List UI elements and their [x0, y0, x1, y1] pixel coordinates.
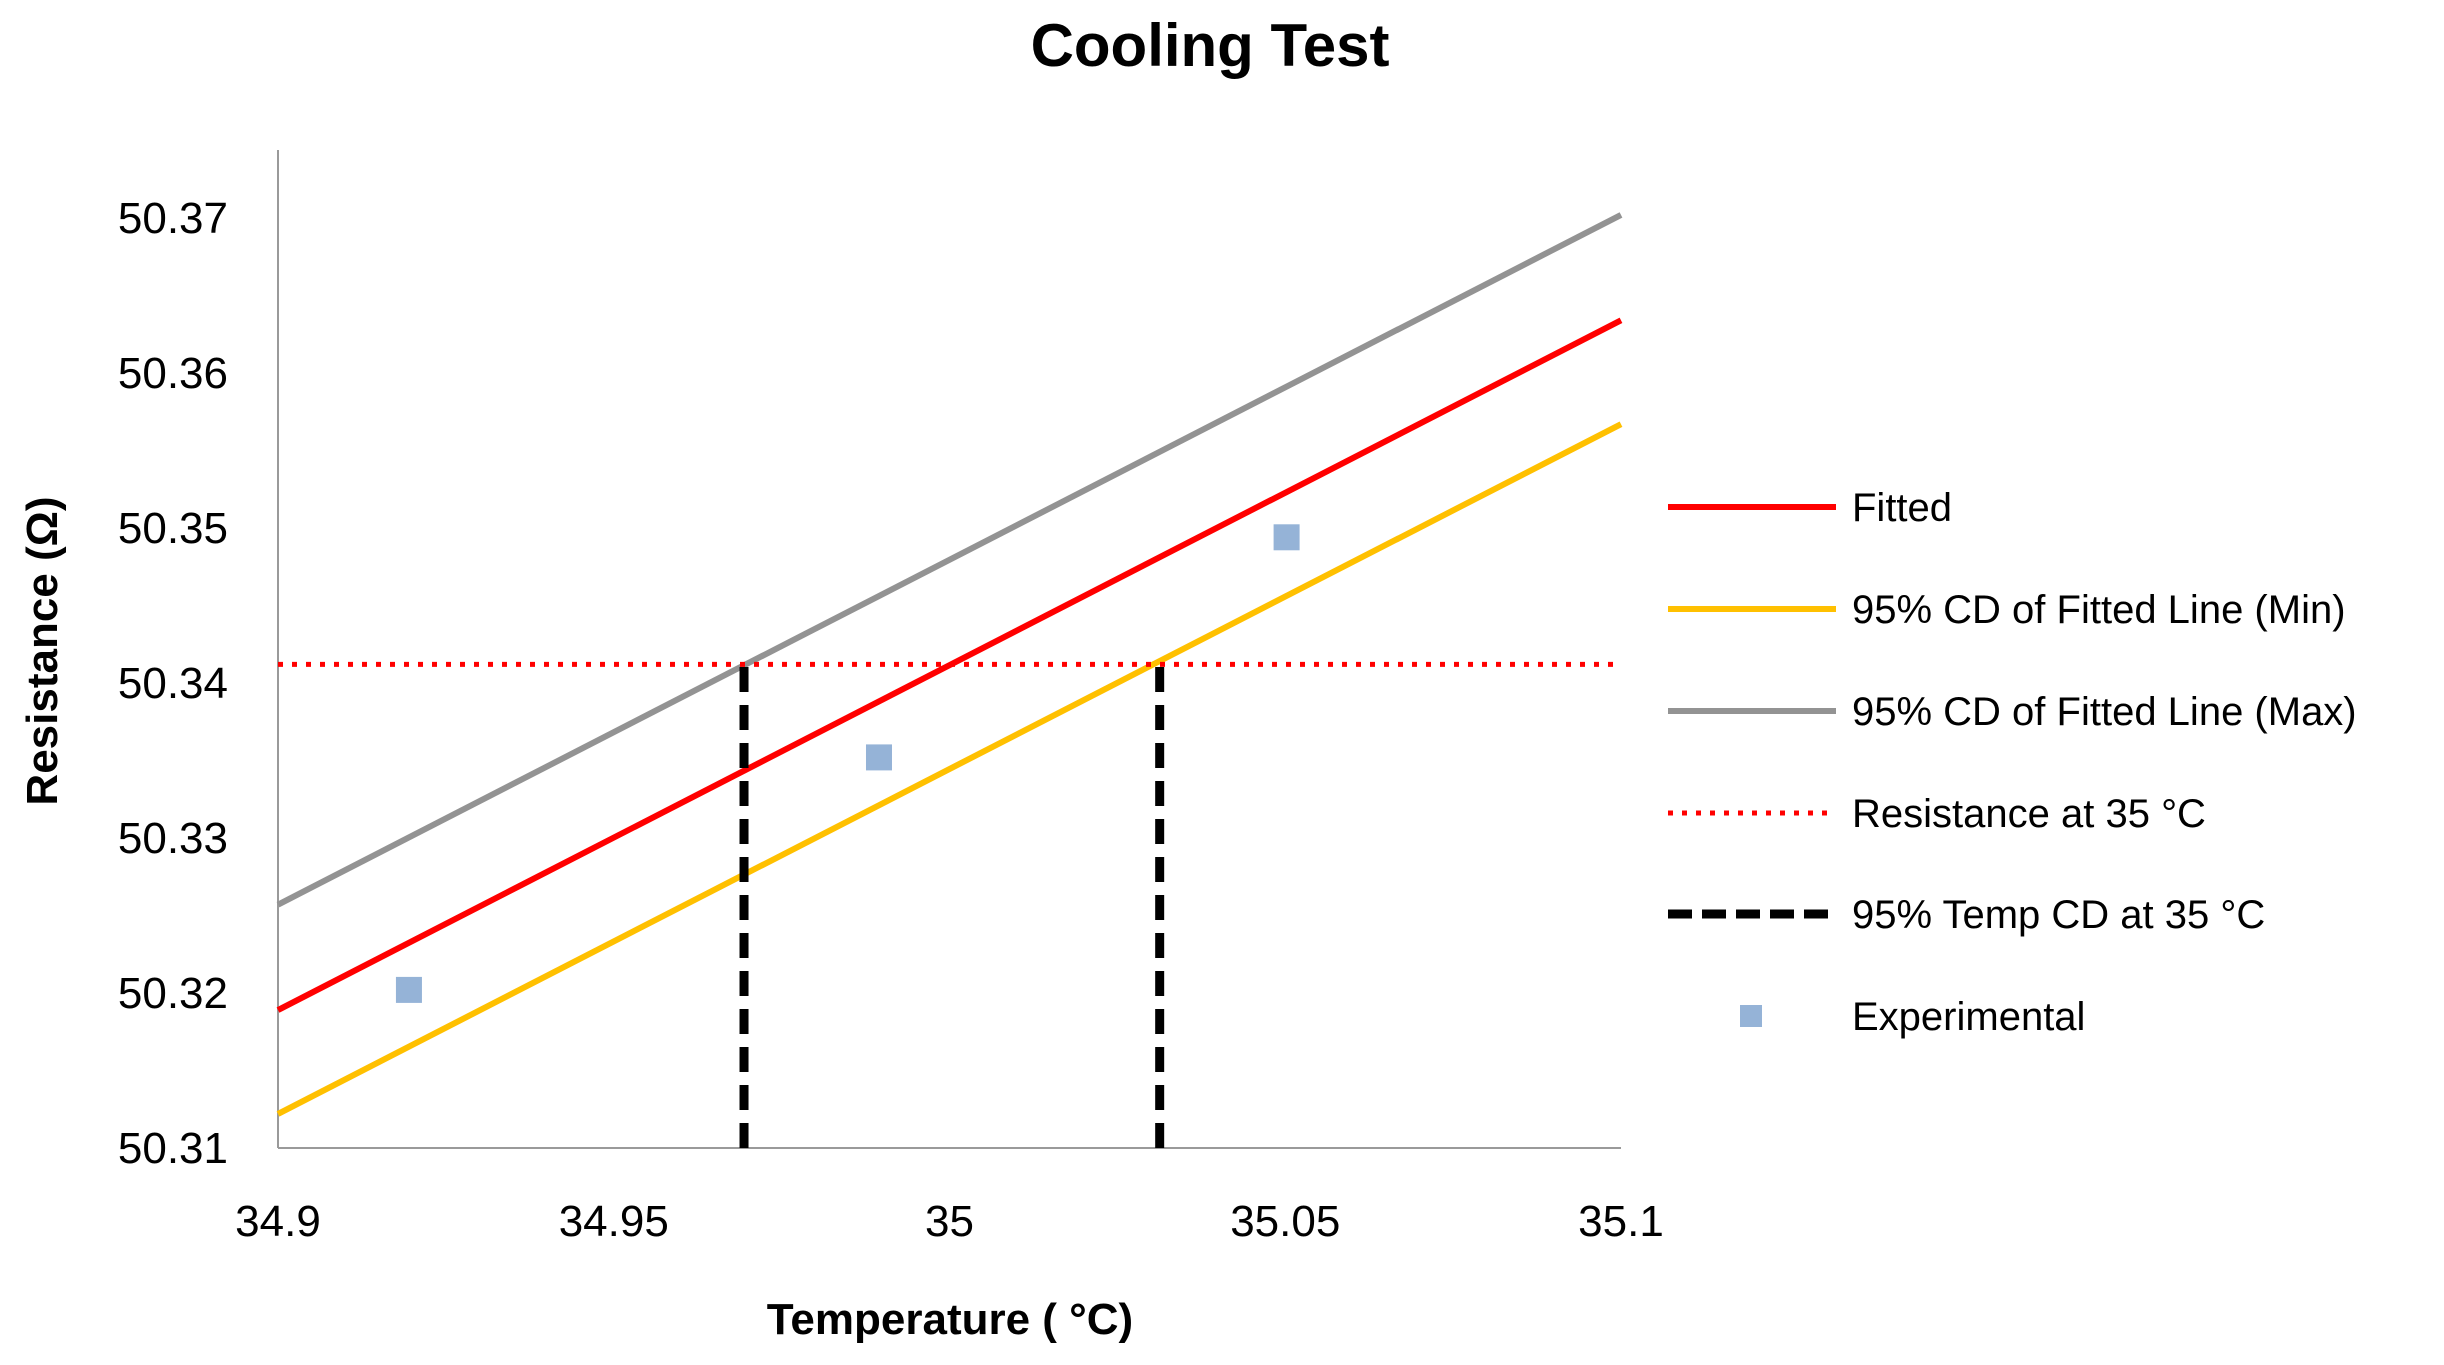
legend: Fitted 95% CD of Fitted Line (Min) 95% CD …	[1668, 486, 2357, 1039]
x-tick-label: 34.9	[235, 1197, 321, 1246]
legend-label-fitted: Fitted	[1852, 486, 1952, 530]
x-tick-label: 35.1	[1578, 1197, 1664, 1246]
plot-area	[276, 212, 1623, 1148]
scatter-point-experimental	[1273, 524, 1300, 551]
x-tick-label: 34.95	[559, 1197, 669, 1246]
series-line-95-cd-of-fitted-line-min	[276, 421, 1623, 1117]
scatter-point-experimental	[395, 976, 422, 1003]
y-tick-label: 50.33	[118, 814, 228, 863]
chart-title: Cooling Test	[1031, 12, 1390, 79]
x-axis-title: Temperature ( °C)	[767, 1295, 1133, 1344]
y-tick-label: 50.34	[118, 659, 228, 708]
legend-swatch-experimental	[1740, 1005, 1762, 1027]
series-line-95-cd-of-fitted-line-max	[276, 212, 1623, 908]
x-tick-label: 35.05	[1230, 1197, 1340, 1246]
legend-label-95-cd-of-fitted-line-min: 95% CD of Fitted Line (Min)	[1852, 588, 2346, 632]
legend-label-resistance-at-35-c: Resistance at 35 °C	[1852, 792, 2206, 836]
y-tick-label: 50.32	[118, 969, 228, 1018]
y-tick-label: 50.36	[118, 349, 228, 398]
scatter-point-experimental	[865, 744, 892, 771]
y-axis-title: Resistance (Ω)	[18, 496, 67, 805]
y-tick-label: 50.35	[118, 504, 228, 553]
legend-label-95-temp-cd-at-35-c: 95% Temp CD at 35 °C	[1852, 893, 2265, 937]
legend-label-95-cd-of-fitted-line-max: 95% CD of Fitted Line (Max)	[1852, 690, 2357, 734]
legend-label-experimental: Experimental	[1852, 995, 2085, 1039]
y-tick-label: 50.37	[118, 194, 228, 243]
series-line-fitted	[276, 317, 1623, 1013]
axes	[277, 150, 1621, 1149]
x-tick-label: 35	[925, 1197, 974, 1246]
y-tick-label: 50.31	[118, 1124, 228, 1173]
tick-labels: 34.9 34.95 35 35.05 35.1 50.31 50.32 50.33 50.34…	[118, 194, 1664, 1246]
